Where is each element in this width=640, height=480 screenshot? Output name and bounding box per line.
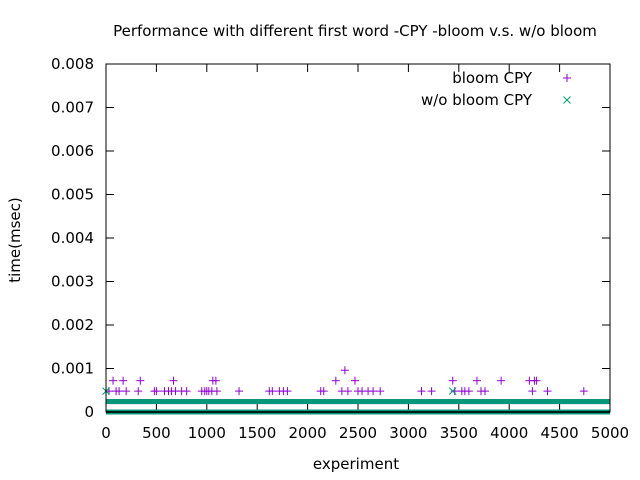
data-point-bloom-cpy [283,387,292,396]
x-tick-label: 2500 [339,424,377,442]
data-point-bloom-cpy [464,387,473,396]
x-tick-label: 1000 [188,424,226,442]
data-point-bloom-cpy [532,376,541,385]
data-point-bloom-cpy [211,376,220,385]
data-point-bloom-cpy [152,387,161,396]
legend: bloom CPY w/o bloom CPY [421,69,571,109]
x-tick-label: 0 [101,424,111,442]
legend-marker-wo-bloom-cpy [563,96,571,104]
legend-label: bloom CPY [452,69,533,87]
x-tick-label: 2000 [289,424,327,442]
data-point-bloom-cpy [543,387,552,396]
data-point-bloom-cpy [376,387,385,396]
data-point-bloom-cpy [497,376,506,385]
y-tick-label: 0.003 [51,273,94,291]
data-point-bloom-cpy [472,376,481,385]
x-tick-label: 5000 [591,424,629,442]
data-point-bloom-cpy [182,387,191,396]
x-tick-label: 1500 [238,424,276,442]
data-point-bloom-cpy [268,387,277,396]
data-point-bloom-cpy [481,387,490,396]
y-tick-label: 0.002 [51,316,94,334]
legend-marker-bloom-cpy [563,74,571,82]
data-point-bloom-cpy [343,387,352,396]
axis-ticks: 0 500 1000 1500 2000 2500 3000 3500 4000 4500 5000… [51,55,629,442]
data-point-bloom-cpy [134,387,143,396]
y-tick-label: 0.004 [51,229,94,247]
data-point-bloom-cpy [417,387,426,396]
x-tick-label: 500 [142,424,171,442]
x-tick-label: 4500 [541,424,579,442]
data-point-bloom-cpy [235,387,244,396]
data-point-bloom-cpy [136,376,145,385]
data-point-bloom-cpy [340,366,349,375]
marker-stroke [563,96,571,104]
y-tick-label: 0.007 [51,99,94,117]
chart-title: Performance with different first word -C… [113,22,597,40]
baseline-band-wo-bloom-cpy [106,399,610,405]
data-point-bloom-cpy [350,376,359,385]
y-tick-label: 0.006 [51,142,94,160]
data-point-bloom-cpy [115,387,124,396]
data-point-wo-bloom-cpy [448,387,457,395]
data-point-bloom-cpy [212,387,221,396]
data-point-bloom-cpy [169,376,178,385]
y-tick-label: 0.005 [51,186,94,204]
x-tick-label: 4000 [490,424,528,442]
data-point-bloom-cpy [369,387,378,396]
data-point-bloom-cpy [427,387,436,396]
x-tick-label: 3500 [440,424,478,442]
data-point-bloom-cpy [119,376,128,385]
y-tick-label: 0 [84,403,94,421]
legend-label: w/o bloom CPY [421,91,533,109]
marker-stroke [448,387,457,395]
data-point-bloom-cpy [528,387,537,396]
data-points [102,366,588,396]
plot-frame [105,63,611,413]
x-axis-label: experiment [313,455,399,473]
data-point-bloom-cpy [579,387,588,396]
y-tick-label: 0.008 [51,55,94,73]
data-point-bloom-cpy [319,387,328,396]
data-point-bloom-cpy [448,376,457,385]
data-point-bloom-cpy [109,376,118,385]
y-axis-label: time(msec) [6,197,24,283]
y-tick-label: 0.001 [51,360,94,378]
data-point-bloom-cpy [122,387,131,396]
x-tick-label: 3000 [389,424,427,442]
data-point-bloom-cpy [331,376,340,385]
